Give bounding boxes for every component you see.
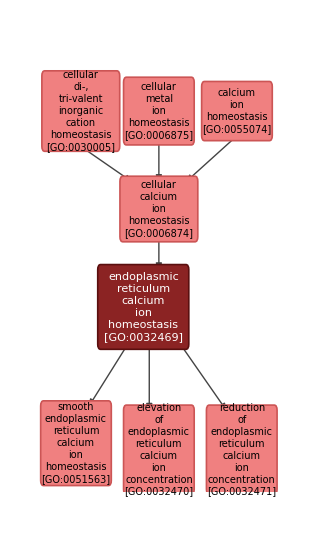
- Text: smooth
endoplasmic
reticulum
calcium
ion
homeostasis
[GO:0051563]: smooth endoplasmic reticulum calcium ion…: [42, 402, 111, 484]
- FancyBboxPatch shape: [202, 81, 272, 140]
- Text: cellular
di-,
tri-valent
inorganic
cation
homeostasis
[GO:0030005]: cellular di-, tri-valent inorganic catio…: [46, 70, 115, 152]
- Text: cellular
calcium
ion
homeostasis
[GO:0006874]: cellular calcium ion homeostasis [GO:000…: [124, 180, 193, 238]
- Text: calcium
ion
homeostasis
[GO:0055074]: calcium ion homeostasis [GO:0055074]: [202, 88, 272, 134]
- FancyBboxPatch shape: [41, 401, 111, 486]
- FancyBboxPatch shape: [124, 405, 194, 494]
- Text: cellular
metal
ion
homeostasis
[GO:0006875]: cellular metal ion homeostasis [GO:00068…: [124, 82, 193, 140]
- Text: reduction
of
endoplasmic
reticulum
calcium
ion
concentration
[GO:0032471]: reduction of endoplasmic reticulum calci…: [207, 403, 276, 497]
- FancyBboxPatch shape: [120, 176, 198, 242]
- Text: endoplasmic
reticulum
calcium
ion
homeostasis
[GO:0032469]: endoplasmic reticulum calcium ion homeos…: [104, 272, 183, 342]
- FancyBboxPatch shape: [42, 71, 120, 152]
- FancyBboxPatch shape: [98, 264, 189, 349]
- FancyBboxPatch shape: [206, 405, 277, 494]
- FancyBboxPatch shape: [124, 77, 194, 145]
- Text: elevation
of
endoplasmic
reticulum
calcium
ion
concentration
[GO:0032470]: elevation of endoplasmic reticulum calci…: [124, 403, 193, 497]
